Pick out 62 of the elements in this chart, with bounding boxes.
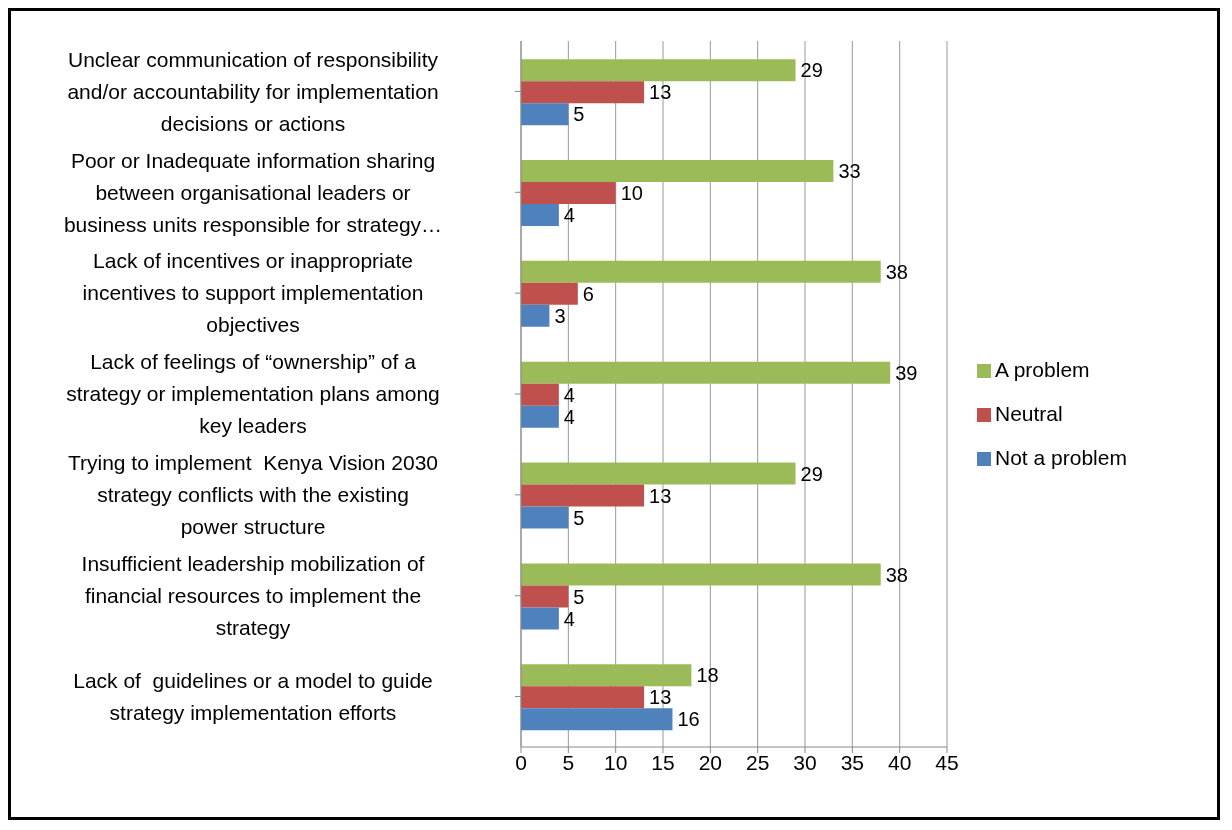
- y-tick-label: Lack of incentives or inappropriate incentives to support implementation objectives: [82, 249, 424, 337]
- x-tick-label: 0: [515, 750, 527, 774]
- legend-label: Not a problem: [995, 446, 1127, 469]
- bar: [521, 607, 559, 630]
- legend-label: A problem: [995, 358, 1090, 381]
- data-label: 4: [563, 383, 575, 406]
- bar: [521, 361, 891, 384]
- bar: [521, 484, 645, 507]
- bar: [521, 585, 569, 608]
- data-label: 4: [563, 405, 575, 428]
- data-label: 5: [573, 103, 585, 126]
- data-label: 5: [573, 585, 585, 608]
- bar: [521, 160, 834, 183]
- data-label: 13: [649, 686, 672, 709]
- bar: [521, 563, 881, 586]
- data-label: 38: [885, 260, 908, 283]
- bar: [521, 304, 550, 327]
- x-tick-label: 15: [651, 750, 675, 774]
- data-label: 6: [582, 282, 594, 305]
- data-label: 29: [800, 462, 823, 485]
- bar: [521, 686, 645, 709]
- x-tick-label: 40: [887, 750, 912, 774]
- bar: [521, 260, 881, 283]
- bar: [521, 81, 645, 104]
- bar: [521, 506, 569, 529]
- data-label: 13: [649, 484, 672, 507]
- x-tick-label: 30: [793, 750, 817, 774]
- data-label: 18: [696, 664, 719, 687]
- bar: [521, 708, 673, 731]
- bar: [521, 383, 559, 406]
- data-label: 16: [677, 708, 700, 731]
- x-tick-label: 45: [935, 750, 959, 774]
- data-label: 13: [649, 81, 672, 104]
- bar: [521, 282, 578, 305]
- data-label: 33: [838, 160, 861, 183]
- data-label: 39: [895, 361, 918, 384]
- bar: [521, 103, 569, 126]
- bar: [521, 405, 559, 428]
- data-label: 38: [885, 563, 908, 586]
- data-label: 4: [563, 607, 575, 630]
- data-label: 4: [563, 204, 575, 227]
- data-label: 5: [573, 506, 585, 529]
- y-tick-label: Unclear communication of responsibility and/or accountability for implementation decisions or actions: [67, 47, 439, 135]
- x-tick-label: 25: [745, 750, 770, 774]
- legend-label: Neutral: [995, 402, 1063, 425]
- y-tick-label: Lack of feelings of “ownership” of a strategy or implementation plans among key leaders: [66, 350, 440, 438]
- data-label: 10: [620, 182, 643, 205]
- x-tick-label: 20: [698, 750, 723, 774]
- x-tick-label: 35: [840, 750, 865, 774]
- data-label: 29: [800, 59, 823, 82]
- bar: [521, 204, 559, 227]
- y-tick-label: Insufficient leadership mobilization of financial resources to implement the strategy: [81, 552, 425, 640]
- bar: [521, 462, 796, 485]
- bar: [521, 59, 796, 82]
- data-label: 3: [554, 304, 566, 327]
- bar: [521, 182, 616, 205]
- bar: [521, 664, 692, 687]
- x-tick-label: 10: [603, 750, 628, 774]
- y-tick-label: Poor or Inadequate information sharing between organisational leaders or business units responsible for strategy…: [63, 148, 443, 236]
- x-tick-label: 5: [562, 750, 575, 774]
- y-tick-label: Trying to implement Kenya Vision 2030 strategy conflicts with the existing power structure: [67, 451, 439, 539]
- y-tick-label: Lack of guidelines or a model to guide strategy implementation efforts: [73, 668, 433, 724]
